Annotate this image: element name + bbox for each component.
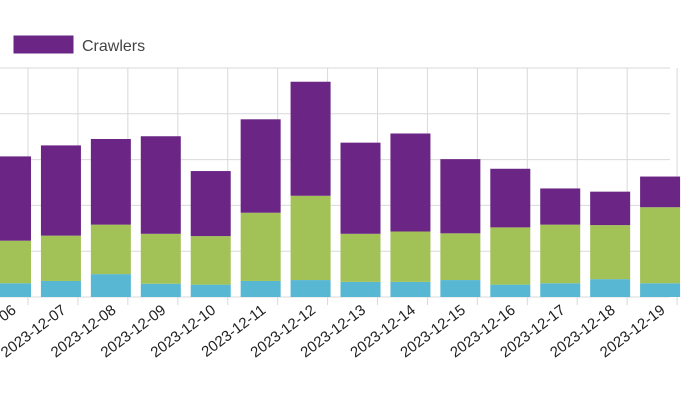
- bar-segment-series-2[interactable]: [290, 195, 331, 281]
- bar-segment-series-1[interactable]: [490, 284, 531, 297]
- bar-segment-crawlers[interactable]: [590, 191, 631, 226]
- bar-segment-series-1[interactable]: [0, 283, 31, 297]
- bar-segment-series-2[interactable]: [90, 224, 131, 275]
- bar-segment-series-2[interactable]: [140, 233, 181, 284]
- bar-segment-series-1[interactable]: [190, 284, 231, 297]
- bar-segment-series-1[interactable]: [440, 280, 481, 297]
- bar-segment-series-2[interactable]: [590, 225, 631, 280]
- bar-segment-crawlers[interactable]: [240, 119, 281, 213]
- bar-segment-series-1[interactable]: [90, 274, 131, 297]
- bar-segment-series-2[interactable]: [40, 235, 81, 281]
- bar-segment-series-2[interactable]: [490, 227, 531, 285]
- bar-segment-series-2[interactable]: [240, 212, 281, 281]
- bar-segment-crawlers[interactable]: [640, 176, 681, 208]
- bar-segment-series-1[interactable]: [340, 281, 381, 297]
- bar-segment-series-2[interactable]: [190, 236, 231, 285]
- bar-segment-crawlers[interactable]: [190, 171, 231, 237]
- legend[interactable]: Crawlers: [13, 35, 145, 55]
- bar-segment-crawlers[interactable]: [90, 138, 131, 225]
- bar-segment-crawlers[interactable]: [540, 188, 581, 225]
- bar-segment-series-1[interactable]: [640, 283, 681, 297]
- legend-swatch[interactable]: [13, 35, 74, 54]
- bar-segment-crawlers[interactable]: [40, 145, 81, 236]
- bar-segment-series-1[interactable]: [140, 283, 181, 297]
- bars: [0, 81, 681, 297]
- bar-segment-series-2[interactable]: [640, 207, 681, 284]
- bar-segment-crawlers[interactable]: [140, 136, 181, 234]
- bar-segment-series-2[interactable]: [540, 224, 581, 284]
- bar-segment-series-1[interactable]: [40, 280, 81, 297]
- legend-label[interactable]: Crawlers: [82, 38, 145, 55]
- bar-segment-crawlers[interactable]: [0, 156, 31, 241]
- bar-segment-series-1[interactable]: [290, 280, 331, 297]
- bar-segment-crawlers[interactable]: [390, 133, 431, 232]
- bar-segment-series-1[interactable]: [590, 279, 631, 297]
- bar-segment-crawlers[interactable]: [290, 81, 331, 196]
- bar-segment-series-2[interactable]: [340, 233, 381, 282]
- bar-segment-series-2[interactable]: [390, 231, 431, 282]
- bar-segment-crawlers[interactable]: [440, 159, 481, 234]
- bar-segment-series-1[interactable]: [540, 283, 581, 297]
- bar-segment-series-1[interactable]: [240, 280, 281, 297]
- bar-segment-series-2[interactable]: [0, 240, 31, 284]
- bar-segment-series-1[interactable]: [390, 281, 431, 297]
- x-axis-tick-labels: 062023-12-072023-12-082023-12-092023-12-…: [0, 302, 668, 362]
- bar-segment-series-2[interactable]: [440, 233, 481, 281]
- x-tick-label: 06: [0, 302, 19, 326]
- bar-segment-crawlers[interactable]: [340, 142, 381, 234]
- bar-segment-crawlers[interactable]: [490, 168, 531, 228]
